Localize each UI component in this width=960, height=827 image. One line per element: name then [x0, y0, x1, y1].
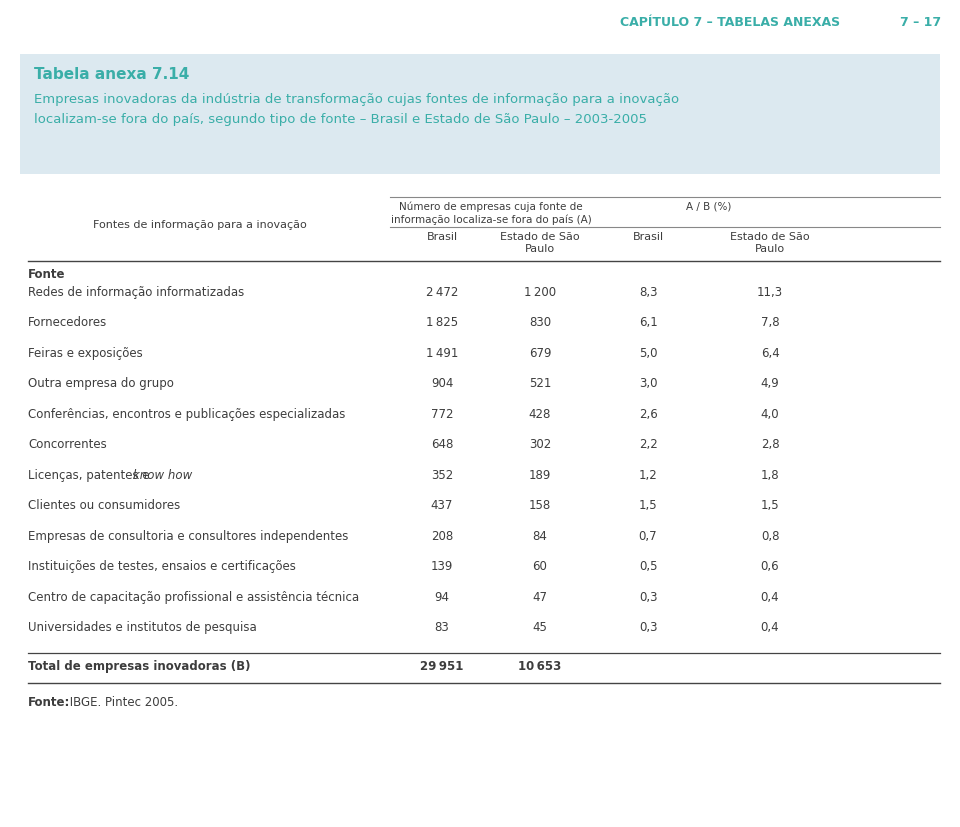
Text: Outra empresa do grupo: Outra empresa do grupo: [28, 377, 174, 390]
Text: 648: 648: [431, 438, 453, 451]
Text: Tabela anexa 7.14: Tabela anexa 7.14: [34, 67, 189, 82]
Text: Centro de capacitação profissional e assistência técnica: Centro de capacitação profissional e ass…: [28, 590, 359, 603]
Text: 0,8: 0,8: [760, 529, 780, 543]
Text: 0,3: 0,3: [638, 621, 658, 633]
Text: 83: 83: [435, 621, 449, 633]
Text: Fornecedores: Fornecedores: [28, 316, 108, 329]
Text: Estado de São
Paulo: Estado de São Paulo: [731, 232, 810, 253]
Text: know how: know how: [133, 468, 192, 481]
Text: 6,1: 6,1: [638, 316, 658, 329]
Text: 45: 45: [533, 621, 547, 633]
Text: 0,4: 0,4: [760, 590, 780, 603]
Text: Instituições de testes, ensaios e certificações: Instituições de testes, ensaios e certif…: [28, 560, 296, 573]
Text: 0,4: 0,4: [760, 621, 780, 633]
Text: 428: 428: [529, 408, 551, 420]
Text: localizam-se fora do país, segundo tipo de fonte – Brasil e Estado de São Paulo : localizam-se fora do país, segundo tipo …: [34, 112, 647, 126]
Text: 7 – 17: 7 – 17: [900, 16, 941, 29]
Text: 302: 302: [529, 438, 551, 451]
Text: Universidades e institutos de pesquisa: Universidades e institutos de pesquisa: [28, 621, 256, 633]
Text: 1,2: 1,2: [638, 468, 658, 481]
Text: Fonte:: Fonte:: [28, 696, 70, 708]
Text: Concorrentes: Concorrentes: [28, 438, 107, 451]
Text: 139: 139: [431, 560, 453, 573]
Text: 830: 830: [529, 316, 551, 329]
Text: 679: 679: [529, 347, 551, 360]
Text: Empresas inovadoras da indústria de transformação cujas fontes de informação par: Empresas inovadoras da indústria de tran…: [34, 93, 679, 106]
Text: 29 951: 29 951: [420, 659, 464, 672]
Text: Total de empresas inovadoras (B): Total de empresas inovadoras (B): [28, 659, 251, 672]
Text: 352: 352: [431, 468, 453, 481]
Text: 904: 904: [431, 377, 453, 390]
Text: 2,8: 2,8: [760, 438, 780, 451]
Text: 2,6: 2,6: [638, 408, 658, 420]
Text: CAPÍTULO 7 – TABELAS ANEXAS: CAPÍTULO 7 – TABELAS ANEXAS: [620, 16, 840, 29]
Text: IBGE. Pintec 2005.: IBGE. Pintec 2005.: [66, 696, 179, 708]
Text: 1,5: 1,5: [638, 499, 658, 512]
Text: 772: 772: [431, 408, 453, 420]
Text: 189: 189: [529, 468, 551, 481]
Text: Clientes ou consumidores: Clientes ou consumidores: [28, 499, 180, 512]
Text: 94: 94: [435, 590, 449, 603]
Text: Fonte: Fonte: [28, 268, 65, 280]
Text: Conferências, encontros e publicações especializadas: Conferências, encontros e publicações es…: [28, 408, 346, 420]
Text: 47: 47: [533, 590, 547, 603]
Text: 60: 60: [533, 560, 547, 573]
Text: 10 653: 10 653: [518, 659, 562, 672]
Text: 437: 437: [431, 499, 453, 512]
Text: 2 472: 2 472: [426, 285, 458, 299]
Text: Estado de São
Paulo: Estado de São Paulo: [500, 232, 580, 253]
Text: 1,5: 1,5: [760, 499, 780, 512]
Text: 6,4: 6,4: [760, 347, 780, 360]
Text: Feiras e exposições: Feiras e exposições: [28, 347, 143, 360]
Text: 0,6: 0,6: [760, 560, 780, 573]
Text: Redes de informação informatizadas: Redes de informação informatizadas: [28, 285, 244, 299]
Text: Brasil: Brasil: [633, 232, 663, 241]
Text: 84: 84: [533, 529, 547, 543]
Text: 3,0: 3,0: [638, 377, 658, 390]
Text: 8,3: 8,3: [638, 285, 658, 299]
Text: 5,0: 5,0: [638, 347, 658, 360]
Text: 0,7: 0,7: [638, 529, 658, 543]
Bar: [20, 55, 940, 174]
Text: Fontes de informação para a inovação: Fontes de informação para a inovação: [93, 220, 307, 230]
Text: 4,0: 4,0: [760, 408, 780, 420]
Text: 521: 521: [529, 377, 551, 390]
Text: 208: 208: [431, 529, 453, 543]
Text: 0,5: 0,5: [638, 560, 658, 573]
Text: 4,9: 4,9: [760, 377, 780, 390]
Text: 11,3: 11,3: [756, 285, 783, 299]
Text: 0,3: 0,3: [638, 590, 658, 603]
Text: 1 491: 1 491: [426, 347, 458, 360]
Text: Número de empresas cuja fonte de
informação localiza-se fora do país (A): Número de empresas cuja fonte de informa…: [391, 202, 591, 224]
Text: 7,8: 7,8: [760, 316, 780, 329]
Text: Empresas de consultoria e consultores independentes: Empresas de consultoria e consultores in…: [28, 529, 348, 543]
Text: Licenças, patentes e: Licenças, patentes e: [28, 468, 154, 481]
Text: 2,2: 2,2: [638, 438, 658, 451]
Text: 1,8: 1,8: [760, 468, 780, 481]
Text: Brasil: Brasil: [426, 232, 458, 241]
Text: 158: 158: [529, 499, 551, 512]
Text: 1 825: 1 825: [426, 316, 458, 329]
Text: 1 200: 1 200: [524, 285, 556, 299]
Text: A / B (%): A / B (%): [686, 202, 732, 212]
